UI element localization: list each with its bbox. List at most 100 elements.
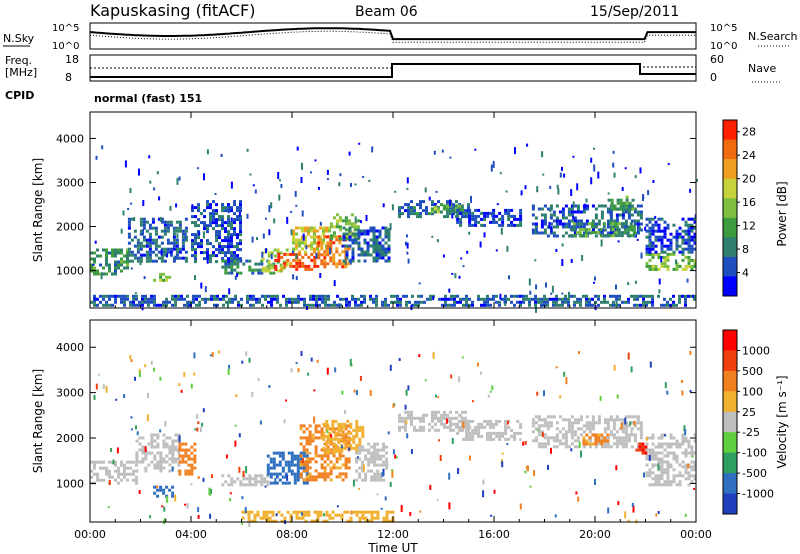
- heatmap-cell: [293, 481, 297, 485]
- heatmap-cell: [194, 257, 197, 261]
- heatmap-cell: [191, 242, 194, 246]
- heatmap-cell: [171, 454, 175, 458]
- heatmap-cell: [443, 425, 446, 429]
- heatmap-cell: [322, 422, 326, 426]
- heatmap-cell: [461, 428, 464, 432]
- heatmap-cell: [376, 463, 380, 467]
- heatmap-cell: [358, 488, 361, 490]
- heatmap-cell: [624, 415, 628, 419]
- heatmap-cell: [540, 424, 544, 428]
- heatmap-cell: [371, 146, 374, 153]
- heatmap-cell: [313, 238, 316, 242]
- y-tick-label: 2000: [56, 221, 84, 234]
- heatmap-cell: [233, 233, 236, 237]
- heatmap-cell: [678, 235, 682, 239]
- heatmap-cell: [540, 222, 544, 226]
- heatmap-cell: [540, 418, 544, 422]
- heatmap-cell: [307, 232, 310, 236]
- heatmap-cell: [654, 445, 658, 449]
- heatmap-cell: [570, 442, 574, 446]
- heatmap-cell: [549, 216, 553, 220]
- heatmap-cell: [355, 443, 359, 447]
- heatmap-cell: [370, 469, 374, 473]
- heatmap-cell: [660, 247, 664, 251]
- heatmap-cell: [153, 297, 156, 301]
- heatmap-cell: [385, 445, 389, 449]
- heatmap-cell: [343, 446, 347, 450]
- heatmap-cell: [224, 239, 227, 243]
- heatmap-cell: [261, 257, 265, 261]
- heatmap-cell: [233, 268, 237, 272]
- heatmap-cell: [218, 215, 221, 219]
- heatmap-cell: [171, 485, 175, 489]
- heatmap-cell: [657, 436, 661, 440]
- heatmap-cell: [333, 303, 336, 307]
- heatmap-cell: [542, 173, 545, 176]
- heatmap-cell: [575, 231, 579, 235]
- heatmap-cell: [651, 232, 655, 236]
- heatmap-cell: [660, 460, 664, 464]
- heatmap-cell: [636, 222, 640, 226]
- heatmap-cell: [231, 297, 234, 301]
- heatmap-cell: [341, 250, 345, 254]
- heatmap-cell: [153, 439, 157, 443]
- heatmap-cell: [332, 448, 336, 452]
- heatmap-cell: [504, 211, 508, 215]
- heatmap-cell: [461, 410, 464, 414]
- heatmap-cell: [298, 264, 302, 268]
- heatmap-cell: [141, 300, 144, 304]
- heatmap-cell: [506, 443, 509, 445]
- heatmap-cell: [178, 445, 182, 449]
- heatmap-cell: [239, 239, 242, 243]
- heatmap-cell: [567, 427, 571, 431]
- heatmap-cell: [543, 228, 547, 232]
- heatmap-cell: [436, 498, 439, 501]
- heatmap-cell: [504, 428, 508, 432]
- heatmap-cell: [150, 360, 153, 365]
- heatmap-cell: [181, 442, 185, 446]
- colorbar-swatch: [723, 178, 737, 199]
- heatmap-cell: [236, 265, 240, 269]
- heatmap-cell: [151, 217, 155, 221]
- heatmap-cell: [654, 244, 658, 248]
- heatmap-cell: [648, 217, 652, 221]
- heatmap-cell: [319, 221, 322, 226]
- heatmap-cell: [181, 229, 185, 233]
- heatmap-cell: [194, 275, 196, 281]
- heatmap-cell: [556, 184, 559, 189]
- heatmap-cell: [280, 519, 284, 523]
- heatmap-cell: [684, 294, 687, 298]
- heatmap-cell: [439, 210, 443, 214]
- heatmap-cell: [127, 217, 131, 221]
- heatmap-cell: [678, 471, 682, 475]
- heatmap-cell: [352, 440, 356, 444]
- heatmap-cell: [627, 300, 630, 304]
- y-tick-label: 1000: [56, 477, 84, 490]
- heatmap-cell: [442, 204, 446, 208]
- heatmap-cell: [114, 269, 117, 273]
- heatmap-cell: [376, 469, 380, 473]
- heatmap-cell: [579, 433, 583, 437]
- heatmap-cell: [135, 460, 139, 464]
- heatmap-cell: [681, 442, 685, 446]
- heatmap-cell: [660, 238, 664, 242]
- heatmap-cell: [567, 303, 570, 307]
- heatmap-cell: [479, 241, 482, 248]
- heatmap-cell: [174, 445, 178, 449]
- heatmap-cell: [315, 300, 318, 304]
- heatmap-cell: [364, 457, 368, 461]
- heatmap-cell: [290, 210, 293, 213]
- y-tick-label: 2000: [56, 432, 84, 445]
- heatmap-cell: [434, 413, 437, 417]
- heatmap-cell: [169, 220, 173, 224]
- heatmap-cell: [367, 442, 371, 446]
- heatmap-cell: [287, 469, 291, 473]
- heatmap-cell: [349, 358, 352, 366]
- heatmap-cell: [467, 428, 470, 432]
- heatmap-cell: [160, 249, 163, 256]
- heatmap-cell: [318, 303, 321, 307]
- heatmap-cell: [138, 303, 141, 307]
- heatmap-cell: [294, 300, 297, 304]
- heatmap-cell: [214, 193, 217, 195]
- heatmap-cell: [564, 436, 568, 440]
